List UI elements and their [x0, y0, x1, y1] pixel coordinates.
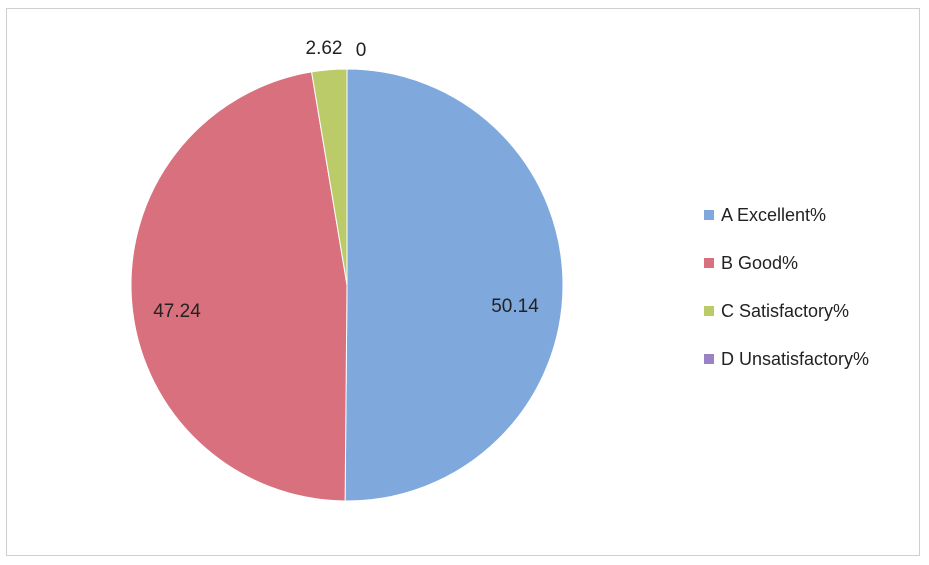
legend-swatch-d-unsatisfactory	[704, 354, 714, 364]
legend-swatch-b-good	[704, 258, 714, 268]
data-label-d-unsatisfactory: 0	[356, 40, 367, 61]
legend-label-d-unsatisfactory: D Unsatisfactory%	[721, 349, 869, 369]
slice-b-good	[130, 71, 348, 502]
data-label-c-satisfactory: 2.62	[306, 38, 343, 59]
legend-swatch-c-satisfactory	[704, 306, 714, 316]
data-labels: 50.14 47.24 2.62 0	[153, 38, 539, 322]
legend: A Excellent% B Good% C Satisfactory% D Unsa…	[704, 205, 869, 369]
pie-slices	[130, 68, 564, 502]
legend-swatch-a-excellent	[704, 210, 714, 220]
data-label-a-excellent: 50.14	[491, 296, 539, 317]
legend-label-a-excellent: A Excellent%	[721, 205, 826, 225]
slice-a-excellent	[344, 68, 564, 502]
data-label-b-good: 47.24	[153, 301, 201, 322]
legend-label-b-good: B Good%	[721, 253, 798, 273]
legend-label-c-satisfactory: C Satisfactory%	[721, 301, 849, 321]
